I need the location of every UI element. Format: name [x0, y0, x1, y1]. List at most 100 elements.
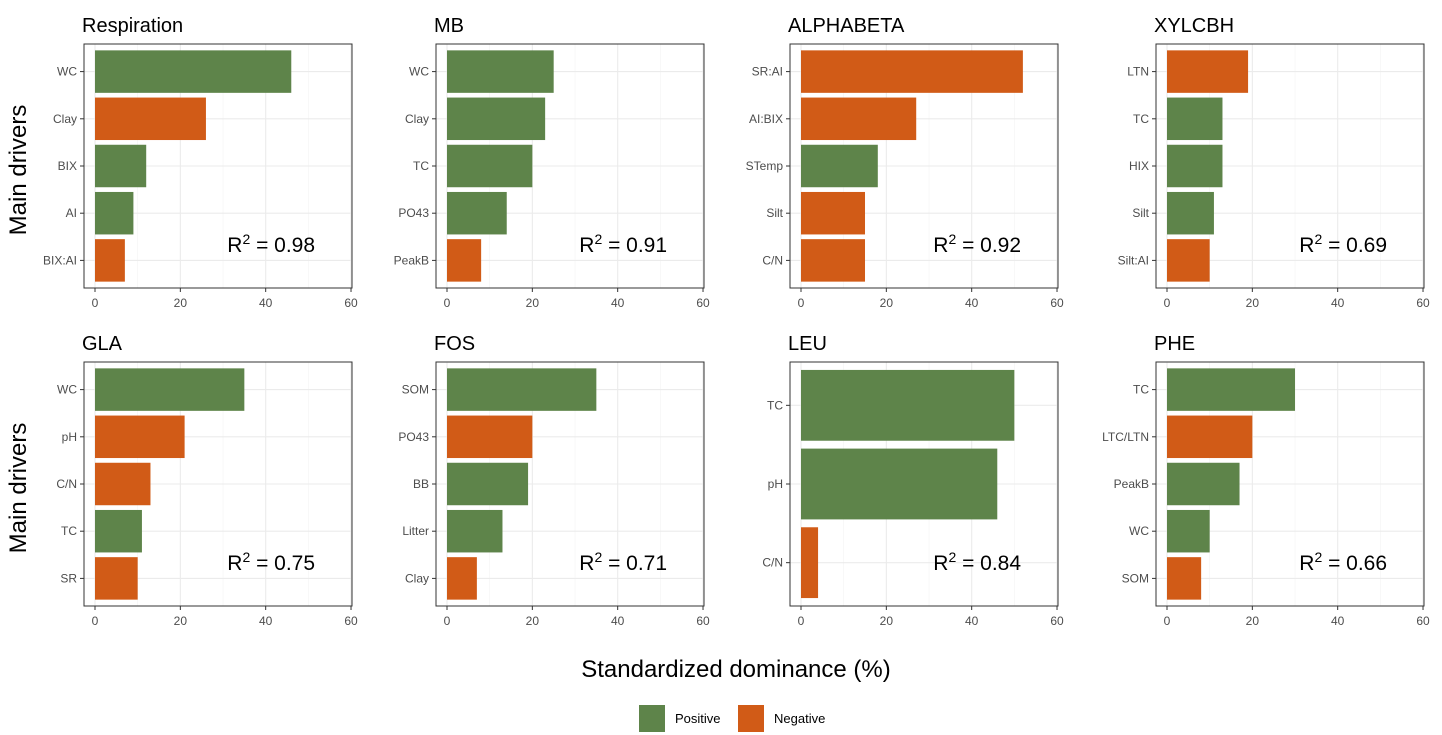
x-tick-label: 60: [696, 614, 710, 628]
r2-annotation: R2 = 0.75: [227, 549, 315, 575]
x-tick-label: 60: [1050, 296, 1064, 310]
x-tick-label: 60: [344, 296, 358, 310]
x-tick-label: 20: [526, 614, 540, 628]
bar-ai-bix: [801, 97, 917, 141]
y-tick-label: Clay: [53, 112, 77, 126]
y-tick-label: pH: [62, 430, 77, 444]
bar-wc: [95, 368, 245, 411]
y-tick-label: Litter: [402, 524, 429, 538]
y-tick-label: WC: [57, 383, 77, 397]
y-tick-label: TC: [1133, 383, 1149, 397]
bar-po43: [447, 191, 507, 235]
y-tick-label: pH: [768, 477, 783, 491]
legend-label-negative: Negative: [774, 711, 825, 726]
bar-c-n: [95, 462, 151, 506]
y-tick-label: Clay: [405, 571, 429, 585]
x-tick-label: 40: [1331, 614, 1345, 628]
bar-bb: [447, 462, 529, 506]
legend: Positive Negative: [639, 705, 825, 732]
y-tick-label: AI: [66, 206, 77, 220]
y-tick-label: BIX:AI: [43, 253, 77, 267]
y-tick-label: SOM: [402, 383, 429, 397]
panel-xylcbh: XYLCBH LTN TC HIX Silt Silt:AI 0 20 40 60 R2 = 0.6…: [1118, 15, 1430, 310]
x-tick-label: 20: [880, 296, 894, 310]
x-tick-label: 20: [526, 296, 540, 310]
bar-wc: [447, 50, 554, 93]
bar-clay: [95, 97, 206, 141]
x-tick-label: 0: [444, 296, 451, 310]
bar-som: [447, 368, 597, 411]
y-tick-label: SOM: [1122, 571, 1149, 585]
y-tick-label: PeakB: [394, 253, 429, 267]
bar-tc: [801, 369, 1015, 441]
y-tick-label: C/N: [762, 253, 783, 267]
bar-sr: [95, 557, 138, 600]
panel-respiration: Respiration WC Clay BIX AI BIX:AI 0 20 40 60 R2 = …: [43, 15, 358, 310]
bar-peakb: [447, 239, 482, 282]
panel-title: GLA: [82, 333, 123, 355]
r2-annotation: R2 = 0.91: [579, 231, 667, 257]
x-tick-label: 20: [880, 614, 894, 628]
r2-annotation: R2 = 0.84: [933, 549, 1021, 575]
panel-title: ALPHABETA: [788, 15, 905, 37]
legend-label-positive: Positive: [675, 711, 721, 726]
bar-c-n: [801, 527, 819, 599]
y-tick-label: BIX: [58, 159, 77, 173]
x-tick-label: 0: [798, 614, 805, 628]
bar-wc: [95, 50, 292, 93]
r2-annotation: R2 = 0.66: [1299, 549, 1387, 575]
x-tick-label: 0: [92, 296, 99, 310]
r2-annotation: R2 = 0.92: [933, 231, 1021, 257]
y-tick-label: TC: [61, 524, 77, 538]
panel-title: LEU: [788, 333, 827, 355]
x-tick-label: 60: [696, 296, 710, 310]
panel-title: XYLCBH: [1154, 15, 1234, 37]
panel-title: FOS: [434, 333, 475, 355]
bar-silt-ai: [1167, 239, 1210, 282]
x-tick-label: 40: [259, 614, 273, 628]
x-tick-label: 20: [174, 614, 188, 628]
y-tick-label: Silt: [766, 206, 783, 220]
x-tick-label: 0: [1164, 296, 1171, 310]
y-axis-title-bottom: Main drivers: [5, 423, 32, 554]
x-tick-label: 40: [259, 296, 273, 310]
x-tick-label: 0: [92, 614, 99, 628]
y-tick-label: SR: [60, 571, 77, 585]
y-tick-label: PeakB: [1114, 477, 1149, 491]
y-tick-label: WC: [1129, 524, 1149, 538]
y-tick-label: C/N: [762, 556, 783, 570]
x-tick-label: 60: [344, 614, 358, 628]
x-tick-label: 60: [1416, 296, 1430, 310]
panel-leu: LEU TC pH C/N 0 20 40 60 R2 = 0.84: [762, 333, 1064, 628]
y-tick-label: LTC/LTN: [1102, 430, 1149, 444]
bar-ltc-ltn: [1167, 415, 1253, 459]
panel-title: Respiration: [82, 15, 183, 37]
panel-gla: GLA WC pH C/N TC SR 0 20 40 60 R2 = 0.75: [56, 333, 358, 628]
bar-wc: [1167, 509, 1210, 553]
y-tick-label: STemp: [746, 159, 784, 173]
y-tick-label: AI:BIX: [749, 112, 783, 126]
y-tick-label: TC: [767, 398, 783, 412]
y-tick-label: Clay: [405, 112, 429, 126]
x-tick-label: 0: [798, 296, 805, 310]
bar-ai: [95, 191, 134, 235]
panel-phe: PHE TC LTC/LTN PeakB WC SOM 0 20 40 60 R2 = 0.66: [1102, 333, 1430, 628]
y-axis-title-top: Main drivers: [5, 105, 32, 236]
r2-annotation: R2 = 0.98: [227, 231, 315, 257]
x-tick-label: 60: [1416, 614, 1430, 628]
y-tick-label: C/N: [56, 477, 77, 491]
panel-title: PHE: [1154, 333, 1195, 355]
bar-bix-ai: [95, 239, 125, 282]
x-tick-label: 40: [611, 296, 625, 310]
x-tick-label: 60: [1050, 614, 1064, 628]
panel-alphabeta: ALPHABETA SR:AI AI:BIX STemp Silt C/N 0 20 40 60 R…: [746, 15, 1064, 310]
y-tick-label: Silt:AI: [1118, 253, 1149, 267]
bar-hix: [1167, 144, 1223, 188]
y-tick-label: PO43: [398, 430, 429, 444]
y-tick-label: SR:AI: [752, 65, 783, 79]
bar-clay: [447, 97, 546, 141]
bar-silt: [1167, 191, 1214, 235]
y-tick-label: PO43: [398, 206, 429, 220]
bar-po43: [447, 415, 533, 459]
